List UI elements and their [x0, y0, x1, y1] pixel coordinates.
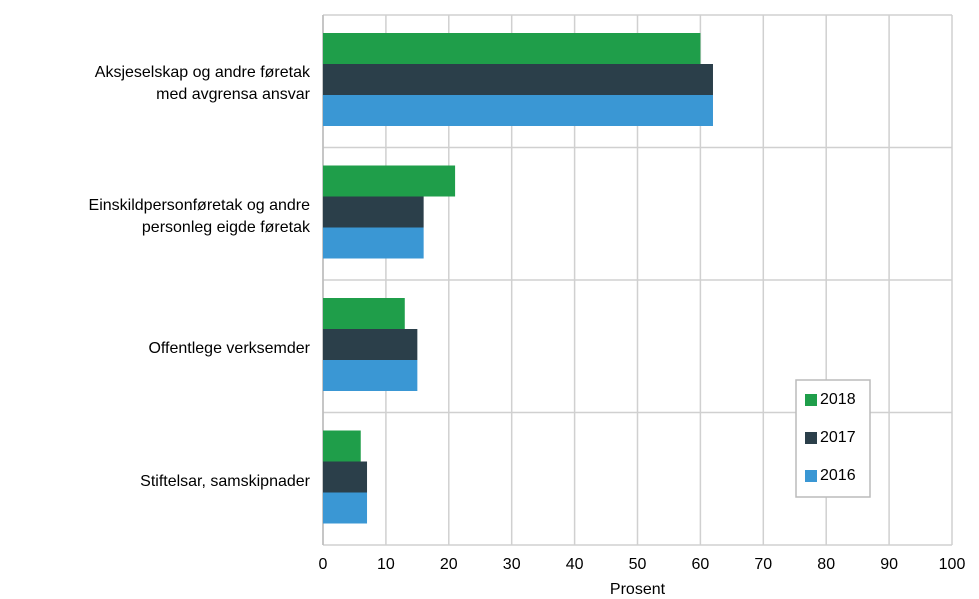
bar [323, 492, 368, 524]
x-tick-label: 20 [440, 556, 458, 573]
bar [323, 461, 368, 493]
y-tick-label: Aksjeselskap og andre føretak med avgren… [94, 64, 310, 104]
bar [323, 95, 713, 126]
y-tick-label: Offentlege verksemder [148, 340, 310, 358]
legend-label: 2016 [820, 467, 856, 484]
legend-swatch [805, 394, 817, 406]
x-tick-label: 90 [880, 556, 898, 573]
x-tick-label: 80 [817, 556, 835, 573]
x-tick-label: 40 [566, 556, 584, 573]
bar [323, 33, 701, 64]
bar [323, 430, 361, 462]
x-tick-label: 0 [319, 556, 328, 573]
bar [323, 360, 418, 391]
legend-label: 2017 [820, 429, 856, 446]
legend-swatch [805, 470, 817, 482]
x-axis-label: Prosent [610, 581, 666, 598]
x-tick-label: 10 [377, 556, 395, 573]
x-tick-label: 60 [692, 556, 710, 573]
y-tick-label: Stiftelsar, samskipnader [140, 472, 310, 490]
bar [323, 329, 418, 360]
bar [323, 227, 424, 259]
bar [323, 64, 713, 95]
x-tick-label: 30 [503, 556, 521, 573]
bar [323, 298, 405, 329]
y-tick-label: Einskildpersonføretak og andre personleg… [88, 196, 310, 236]
x-tick-label: 100 [939, 556, 966, 573]
bar [323, 165, 456, 197]
x-tick-label: 50 [629, 556, 647, 573]
x-tick-label: 70 [754, 556, 772, 573]
legend-label: 2018 [820, 391, 856, 408]
bar [323, 196, 424, 228]
legend-swatch [805, 432, 817, 444]
